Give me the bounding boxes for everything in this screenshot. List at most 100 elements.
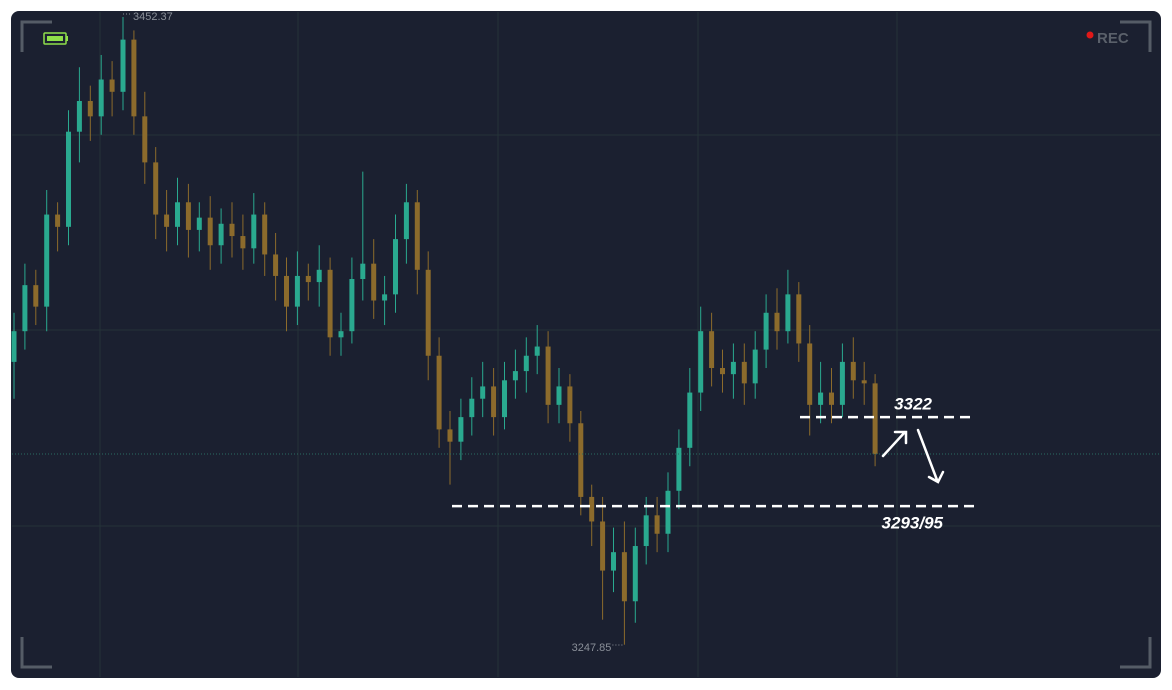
candle-body: [436, 355, 442, 430]
low-label: 3247.85: [572, 642, 612, 654]
battery-tip: [66, 36, 68, 41]
candle-body: [371, 263, 377, 301]
candle-body: [469, 398, 475, 418]
candle-body: [752, 349, 758, 384]
candle-body: [164, 214, 170, 227]
candle-body: [251, 214, 257, 249]
candle-body: [458, 417, 464, 442]
corner: [20, 637, 52, 669]
candle-body: [698, 331, 704, 393]
candle-body: [44, 214, 50, 307]
candle-body: [818, 392, 824, 405]
candle-body: [76, 101, 82, 132]
candle-body: [774, 312, 780, 332]
candle-body: [523, 355, 529, 372]
candle-body: [534, 346, 540, 356]
candle-body: [316, 269, 322, 283]
candle-body: [687, 392, 693, 448]
candle-body: [676, 447, 682, 491]
battery-icon: [43, 32, 68, 45]
level-label: 3322: [894, 395, 932, 414]
candle-body: [502, 380, 507, 418]
candle-body: [829, 392, 834, 405]
candle-body: [785, 294, 791, 332]
candle-body: [567, 386, 573, 424]
rec-dot: [1086, 31, 1094, 39]
candle-body: [142, 116, 148, 163]
candle-body: [850, 361, 856, 381]
level-label: 3293/95: [882, 514, 944, 533]
candle-body: [556, 386, 562, 405]
candle-body: [643, 515, 649, 547]
candle-body: [414, 202, 420, 270]
candle-body: [709, 331, 715, 369]
candle-body: [185, 202, 191, 230]
candle-body: [600, 521, 606, 571]
candle-body: [741, 361, 747, 384]
candle-body: [872, 383, 878, 454]
candle-body: [545, 346, 551, 405]
down-arrow: [916, 428, 945, 484]
candle-body: [621, 552, 627, 602]
grid: [12, 12, 1160, 677]
corner: [20, 20, 52, 52]
candle-body: [22, 285, 28, 332]
candle-body: [153, 162, 159, 215]
candle-body: [240, 236, 246, 249]
corner-brackets: [20, 20, 1152, 669]
candle-body: [327, 269, 333, 338]
candle-body: [207, 217, 213, 246]
candle-body: [393, 239, 398, 295]
candle-body: [425, 269, 431, 356]
candle-body: [175, 202, 180, 227]
candle-body: [305, 275, 311, 283]
candle-body: [654, 515, 660, 534]
candle-body: [262, 214, 268, 255]
candle-body: [11, 331, 17, 362]
overlay: 3452.37 3247.85 3322 3293/95: [12, 11, 1160, 654]
candle-body: [491, 386, 497, 418]
candle-body: [807, 343, 813, 405]
candle-body: [839, 361, 845, 405]
candles: [11, 17, 878, 645]
candle-body: [120, 39, 126, 92]
candle-body: [665, 490, 671, 534]
candle-body: [512, 371, 518, 381]
high-label: 3452.37: [133, 11, 173, 23]
candle-body: [447, 429, 453, 442]
candle-body: [382, 294, 388, 301]
candle-body: [861, 380, 867, 384]
candle-body: [98, 79, 104, 117]
candle-body: [338, 331, 344, 338]
candle-body: [131, 39, 137, 117]
candle-body: [730, 361, 736, 375]
corner: [1120, 20, 1152, 52]
chart-background: [11, 11, 1161, 678]
candle-body: [403, 202, 409, 240]
candle-body: [578, 423, 584, 497]
candle-body: [87, 101, 93, 117]
candle-body: [720, 368, 725, 375]
candle-body: [273, 254, 279, 276]
candle-body: [55, 214, 61, 227]
candle-body: [763, 312, 769, 350]
candle-body: [294, 275, 300, 307]
candle-body: [360, 263, 366, 280]
up-arrow: [881, 430, 908, 458]
battery-level: [47, 36, 63, 41]
candle-body: [349, 279, 355, 332]
arrows: [881, 428, 945, 484]
candle-body: [589, 496, 595, 522]
corner: [1120, 637, 1152, 669]
candle-body: [796, 294, 802, 344]
candle-body: [611, 552, 616, 571]
candle-body: [66, 131, 71, 227]
candle-body: [480, 386, 486, 399]
candle-body: [284, 275, 289, 307]
candle-body: [218, 223, 224, 246]
candle-body: [229, 223, 235, 237]
candle-body: [109, 79, 115, 92]
candle-body: [196, 217, 202, 230]
rec-label: REC: [1097, 30, 1129, 47]
